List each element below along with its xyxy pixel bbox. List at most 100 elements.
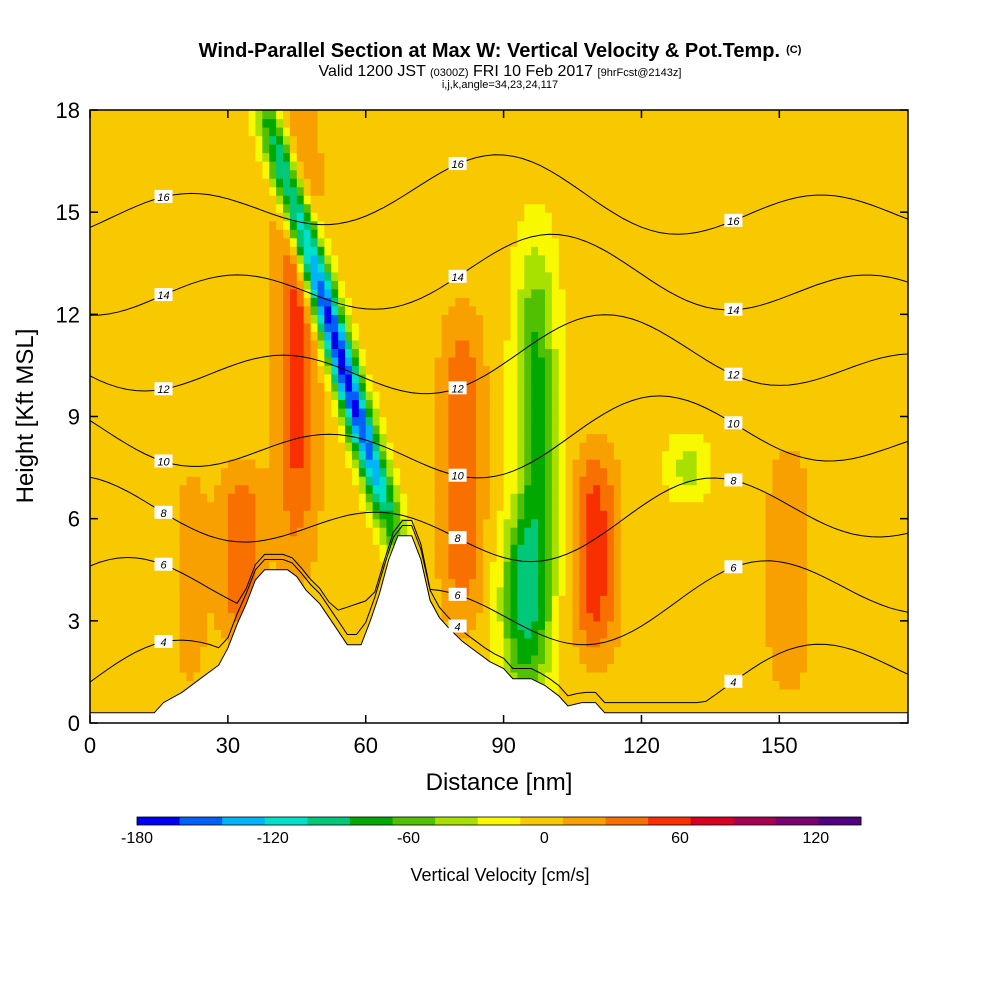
field-cell xyxy=(110,186,119,196)
field-cell xyxy=(386,339,394,349)
field-cell xyxy=(152,127,160,137)
field-cell xyxy=(345,135,353,145)
field-cell xyxy=(476,144,484,154)
field-cell xyxy=(186,110,194,120)
field-cell xyxy=(131,603,139,613)
field-cell xyxy=(90,697,98,707)
field-cell xyxy=(131,493,139,503)
field-cell xyxy=(331,501,339,511)
field-cell xyxy=(269,544,277,554)
field-cell xyxy=(269,203,277,213)
field-cell xyxy=(193,118,201,128)
field-cell xyxy=(393,144,401,154)
field-cell xyxy=(434,586,443,596)
field-cell xyxy=(276,561,284,571)
field-cell xyxy=(207,365,215,375)
field-cell xyxy=(358,629,367,639)
field-cell xyxy=(448,169,456,179)
field-cell xyxy=(317,544,325,554)
field-cell xyxy=(131,212,139,222)
field-cell xyxy=(407,195,415,205)
field-cell xyxy=(462,544,470,554)
field-cell xyxy=(303,195,312,205)
field-cell xyxy=(503,612,512,622)
field-cell xyxy=(145,152,153,162)
field-cell xyxy=(324,305,332,315)
field-cell xyxy=(503,476,512,486)
field-cell xyxy=(269,493,277,503)
field-cell xyxy=(420,314,429,324)
field-cell xyxy=(179,212,188,222)
field-cell xyxy=(517,646,525,656)
field-cell xyxy=(110,544,119,554)
field-cell xyxy=(117,390,126,401)
field-cell xyxy=(200,178,208,188)
field-cell xyxy=(544,339,553,349)
field-cell xyxy=(234,203,243,213)
field-cell xyxy=(131,203,139,213)
field-cell xyxy=(338,459,346,469)
field-cell xyxy=(358,339,367,349)
field-cell xyxy=(558,118,567,128)
field-cell xyxy=(420,271,429,281)
field-cell xyxy=(517,561,525,571)
field-cell xyxy=(220,314,229,324)
field-cell xyxy=(186,425,194,435)
field-cell xyxy=(551,552,560,562)
field-cell xyxy=(296,237,305,247)
field-cell xyxy=(345,442,353,452)
field-cell xyxy=(365,527,374,537)
field-cell xyxy=(90,263,98,273)
field-cell xyxy=(193,407,201,418)
field-cell xyxy=(531,339,539,349)
field-cell xyxy=(96,348,105,358)
field-cell xyxy=(262,169,270,179)
field-cell xyxy=(303,161,312,171)
field-cell xyxy=(186,237,194,247)
field-cell xyxy=(172,373,181,384)
field-cell xyxy=(317,135,325,145)
field-cell xyxy=(124,348,132,358)
field-cell xyxy=(96,595,105,605)
field-cell xyxy=(393,416,401,426)
field-cell xyxy=(538,212,546,222)
field-cell xyxy=(482,552,491,562)
field-cell xyxy=(524,305,532,315)
field-cell xyxy=(434,365,443,375)
field-cell xyxy=(372,297,381,307)
field-cell xyxy=(441,416,450,426)
field-cell xyxy=(476,612,484,622)
field-cell xyxy=(496,407,505,418)
field-cell xyxy=(413,280,422,290)
field-cell xyxy=(110,603,119,613)
field-cell xyxy=(227,178,236,188)
field-cell xyxy=(538,654,546,664)
field-cell xyxy=(386,110,394,120)
field-cell xyxy=(386,399,394,409)
field-cell xyxy=(220,390,229,401)
field-cell xyxy=(317,373,325,384)
field-cell xyxy=(524,450,532,460)
field-cell xyxy=(296,246,305,256)
field-cell xyxy=(420,535,429,545)
field-cell xyxy=(262,552,270,562)
field-cell xyxy=(138,373,146,384)
field-cell xyxy=(214,425,222,435)
field-cell xyxy=(234,263,243,273)
field-cell xyxy=(476,569,484,579)
field-cell xyxy=(531,195,539,205)
field-cell xyxy=(207,169,215,179)
field-cell xyxy=(172,552,181,562)
field-cell xyxy=(165,212,174,222)
field-cell xyxy=(482,144,491,154)
field-cell xyxy=(434,373,443,384)
field-cell xyxy=(269,237,277,247)
field-cell xyxy=(276,484,284,494)
field-cell xyxy=(324,578,332,588)
field-cell xyxy=(234,195,243,205)
field-cell xyxy=(420,152,429,162)
field-cell xyxy=(462,399,470,409)
field-cell xyxy=(558,135,567,145)
field-cell xyxy=(90,671,98,682)
field-cell xyxy=(358,135,367,145)
